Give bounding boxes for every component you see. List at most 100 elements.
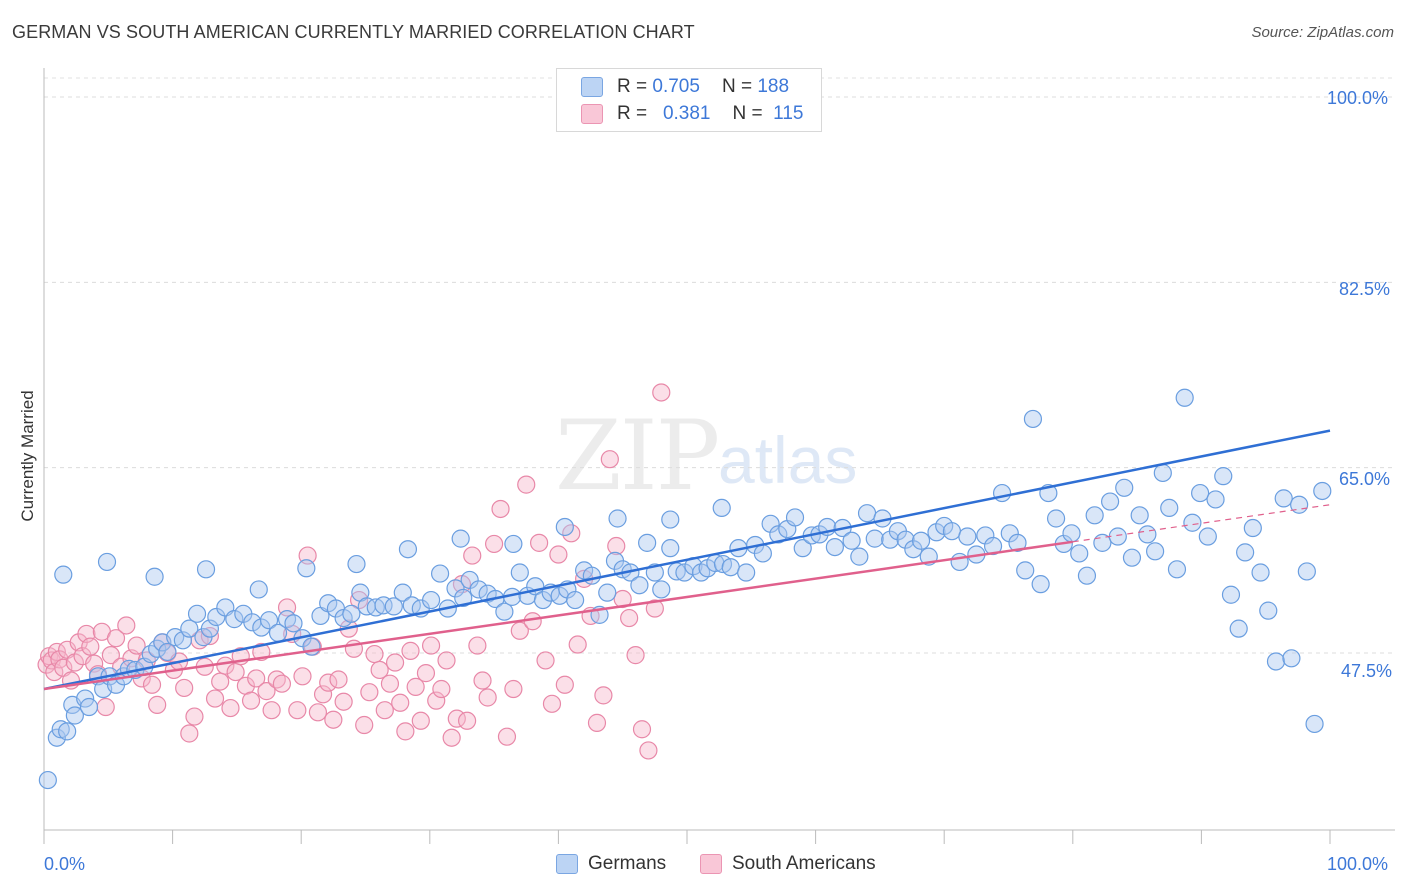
pink-swatch xyxy=(581,104,603,124)
r-value: 0.381 xyxy=(662,103,711,124)
german-point xyxy=(1221,585,1241,604)
south-american-point xyxy=(613,589,632,609)
south-american-point xyxy=(491,499,510,519)
german-point xyxy=(200,619,219,638)
south-american-point xyxy=(485,534,504,554)
german-point xyxy=(469,580,488,599)
german-point xyxy=(398,540,418,559)
german-point xyxy=(249,580,268,599)
y-axis-title: Currently Married xyxy=(18,390,37,522)
german-point xyxy=(857,504,877,523)
south-american-point xyxy=(319,673,338,692)
german-point xyxy=(1146,542,1165,561)
german-point xyxy=(1160,498,1179,518)
south-american-point xyxy=(632,720,652,739)
german-point xyxy=(347,554,366,574)
german-point xyxy=(661,539,680,558)
south-american-point xyxy=(645,599,664,618)
german-point xyxy=(430,564,450,583)
south-american-point xyxy=(468,636,487,655)
german-point xyxy=(393,583,412,602)
german-point xyxy=(1206,490,1225,509)
german-point xyxy=(712,498,731,518)
south-american-point xyxy=(568,635,587,654)
german-point xyxy=(721,558,740,577)
south-american-point xyxy=(620,608,639,628)
german-point xyxy=(1297,562,1316,581)
south-american-point xyxy=(530,533,549,552)
south-american-point xyxy=(406,677,425,696)
german-point xyxy=(1290,495,1309,514)
south-american-point xyxy=(205,689,225,708)
german-point xyxy=(1251,563,1270,582)
german-point xyxy=(850,547,869,566)
german-point xyxy=(1108,527,1127,546)
german-point xyxy=(661,510,680,529)
south-american-point xyxy=(127,636,146,655)
german-point xyxy=(566,590,585,610)
german-point xyxy=(504,534,523,554)
legend-row-south-americans: R = 0.381 N = 115 xyxy=(581,101,803,127)
german-point xyxy=(47,728,66,747)
german-point xyxy=(58,722,77,741)
watermark-atlas: atlas xyxy=(718,423,858,497)
blue-swatch xyxy=(556,854,578,874)
legend-item-south-americans: South Americans xyxy=(700,851,876,877)
legend-item-germans: Germans xyxy=(556,851,666,877)
german-point xyxy=(421,590,441,610)
german-point xyxy=(1085,506,1104,525)
german-point xyxy=(97,552,117,572)
x-tick-0: 0.0% xyxy=(44,854,86,874)
german-point xyxy=(865,529,884,548)
south-american-point xyxy=(142,675,162,694)
german-point xyxy=(76,689,95,708)
south-american-point xyxy=(416,664,436,683)
south-american-point xyxy=(96,697,115,717)
german-point xyxy=(451,529,470,548)
german-point xyxy=(1183,513,1202,532)
x-tick-100: 100.0% xyxy=(1327,854,1389,874)
south-american-point xyxy=(607,536,626,556)
german-point xyxy=(825,537,844,557)
german-point xyxy=(1191,483,1210,503)
south-american-point xyxy=(257,682,276,701)
y-tick-82-5: 82.5% xyxy=(1339,279,1391,299)
german-point xyxy=(1023,409,1043,429)
german-point xyxy=(769,525,788,544)
german-point xyxy=(225,610,244,629)
south-american-point xyxy=(517,475,536,494)
german-point xyxy=(630,576,649,595)
german-point xyxy=(533,590,553,610)
south-american-point xyxy=(180,724,199,743)
german-point xyxy=(1243,518,1262,538)
german-point xyxy=(911,531,931,550)
south-american-point xyxy=(313,685,333,704)
german-point xyxy=(1229,619,1248,638)
german-point xyxy=(1008,533,1027,552)
y-tick-47-5: 47.5% xyxy=(1341,661,1393,681)
south-american-point xyxy=(542,694,562,713)
south-american-point xyxy=(262,701,281,720)
german-point xyxy=(259,611,279,630)
german-point xyxy=(495,602,514,621)
legend-label: South Americans xyxy=(732,853,876,874)
german-point xyxy=(173,631,192,650)
german-point xyxy=(1305,714,1324,734)
german-point xyxy=(1259,601,1278,620)
watermark-zip: ZIP xyxy=(555,400,720,512)
blue-swatch xyxy=(581,77,603,97)
german-point xyxy=(1046,509,1066,528)
german-point xyxy=(1016,561,1035,580)
german-point xyxy=(555,517,574,537)
german-point xyxy=(252,618,271,637)
south-american-point xyxy=(523,612,542,631)
south-american-point xyxy=(437,651,456,670)
south-american-point xyxy=(411,711,430,730)
south-american-point xyxy=(355,715,374,735)
south-american-point xyxy=(457,711,477,730)
y-tick-65: 65.0% xyxy=(1339,469,1391,489)
german-point xyxy=(38,770,57,790)
south-american-point xyxy=(211,672,230,691)
south-american-point xyxy=(360,683,379,702)
